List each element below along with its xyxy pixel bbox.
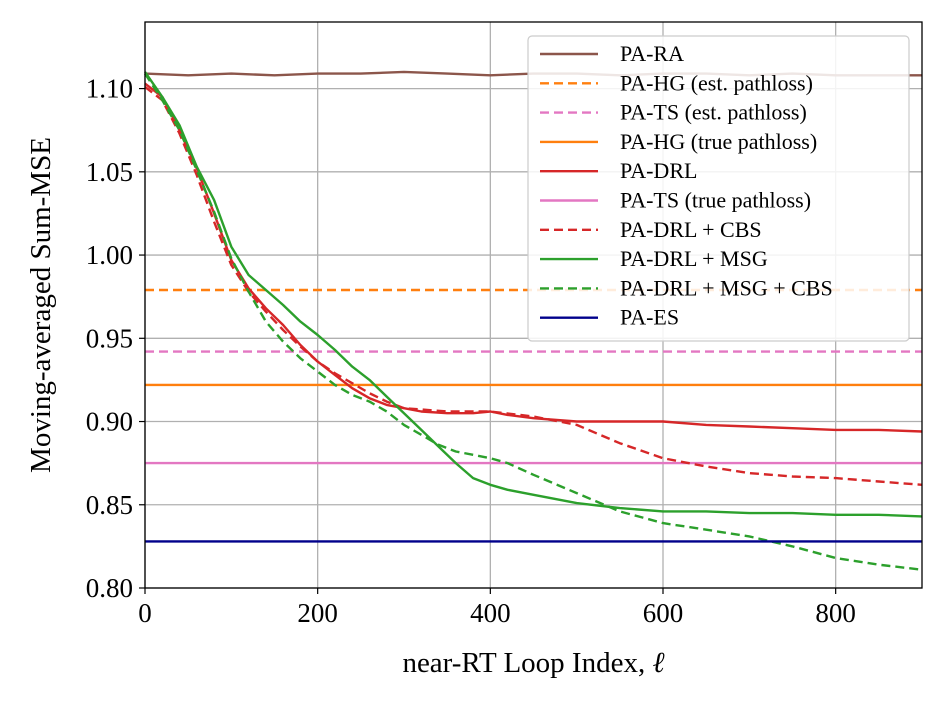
legend-entry-label: PA-DRL + MSG + CBS xyxy=(620,275,833,300)
series-line-pa-drl-msg-cbs xyxy=(143,72,923,571)
y-tick-label: 1.05 xyxy=(86,157,133,187)
x-tick-label: 200 xyxy=(297,598,338,628)
series-line-pa-drl-cbs xyxy=(144,85,923,486)
axis-ticks: 0 200 400 600 800 0.80 0.85 0.90 0.95 1.00 1.05 1.1… xyxy=(86,74,856,628)
legend-entry-label: PA-DRL + CBS xyxy=(620,217,762,242)
y-tick-label: 1.10 xyxy=(86,74,133,104)
y-tick-label: 0.85 xyxy=(86,490,133,520)
legend-entry-label: PA-TS (true pathloss) xyxy=(620,188,811,213)
x-tick-label: 600 xyxy=(643,598,684,628)
legend-box xyxy=(527,35,910,342)
y-tick-label: 1.00 xyxy=(86,240,133,270)
y-axis-label: Moving-averaged Sum-MSE xyxy=(25,137,57,473)
legend-entry-label: PA-HG (est. pathloss) xyxy=(620,70,813,95)
legend-entry-label: PA-DRL + MSG xyxy=(620,246,768,271)
x-tick-label: 800 xyxy=(815,598,856,628)
plot-frame xyxy=(144,21,923,589)
legend: PA-RA PA-HG (est. pathloss) PA-TS (est. pa… xyxy=(527,35,910,342)
y-tick-label: 0.80 xyxy=(86,573,133,603)
y-tick-label: 0.90 xyxy=(86,407,133,437)
legend-entry-label: PA-DRL xyxy=(620,158,697,183)
legend-entry-label: PA-HG (true pathloss) xyxy=(620,129,817,154)
x-tick-label: 0 xyxy=(138,598,152,628)
series-line-pa-drl xyxy=(144,82,923,433)
legend-entry-label: PA-RA xyxy=(620,41,684,66)
legend-entry-label: PA-TS (est. pathloss) xyxy=(620,100,807,125)
y-tick-label: 0.95 xyxy=(86,323,133,353)
series-line-pa-drl-msg xyxy=(144,71,923,518)
x-tick-label: 400 xyxy=(470,598,511,628)
legend-entry-label: PA-ES xyxy=(620,305,679,330)
x-axis-label: near-RT Loop Index, ℓ xyxy=(402,647,664,679)
